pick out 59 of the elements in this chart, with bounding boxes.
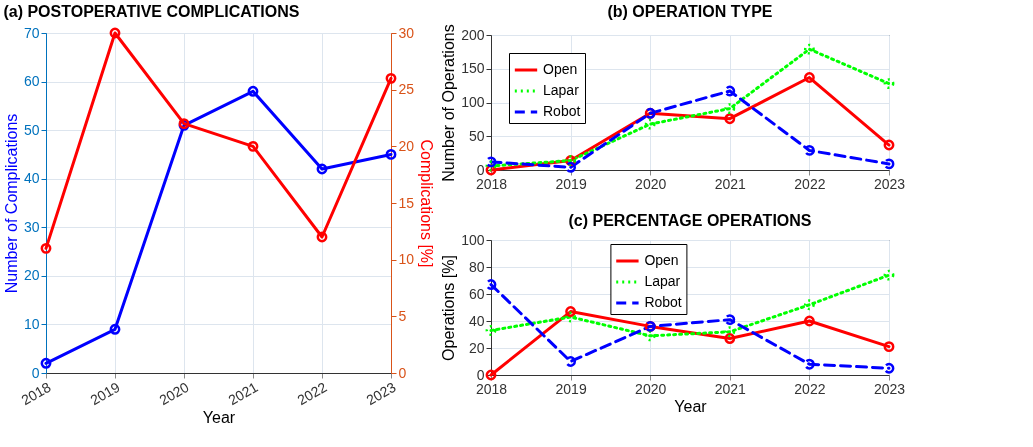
y-tick-label: 50 (468, 127, 485, 144)
legend-label: Robot (644, 294, 682, 310)
y-tick-label: 20 (23, 267, 40, 284)
x-axis-title: Year (202, 409, 236, 427)
x-tick-label: 2019 (555, 175, 587, 192)
x-tick-label: 2021 (714, 380, 747, 397)
y-tick-label: 20 (468, 339, 485, 356)
y-tick-label: 40 (468, 312, 485, 329)
y-axis-title: Number of Operations (440, 24, 458, 182)
y-axis-title: Number of Complications (2, 113, 20, 294)
y2-tick-label: 0 (398, 364, 407, 381)
y-axis-title: Operations [%] (440, 255, 458, 361)
legend-label: Open (543, 61, 578, 77)
y-tick-label: 60 (23, 73, 40, 90)
y2-tick-label: 20 (398, 137, 415, 154)
chart-title: (b) OPERATION TYPE (607, 2, 773, 20)
chart-title: (a) POSTOPERATIVE COMPLICATIONS (3, 2, 300, 20)
y-tick-label: 0 (476, 161, 485, 178)
legend-label: Robot (543, 103, 581, 119)
x-tick-label: 2022 (794, 175, 826, 192)
y-tick-label: 0 (476, 366, 485, 383)
y2-tick-label: 30 (398, 24, 415, 41)
y2-tick-label: 25 (398, 81, 415, 98)
y-tick-label: 30 (23, 218, 40, 235)
y-tick-label: 60 (468, 285, 485, 302)
x-tick-label: 2020 (156, 378, 192, 409)
x-tick-label: 2019 (87, 378, 123, 409)
y2-tick-label: 15 (398, 194, 415, 211)
x-tick-label: 2018 (475, 380, 508, 397)
x-tick-label: 2023 (363, 378, 399, 409)
y-tick-label: 50 (23, 121, 40, 138)
y-tick-label: 10 (23, 315, 40, 332)
y2-tick-label: 10 (398, 251, 415, 268)
y-tick-label: 70 (23, 24, 40, 41)
x-tick-label: 2023 (873, 380, 906, 397)
x-tick-label: 2023 (873, 175, 906, 192)
x-tick-label: 2022 (294, 378, 330, 409)
x-tick-label: 2018 (475, 175, 508, 192)
x-tick-label: 2020 (635, 380, 667, 397)
y2-axis-title: Complications [%] (418, 139, 436, 268)
y-tick-label: 0 (31, 364, 40, 381)
y-tick-label: 100 (461, 231, 485, 248)
y-tick-label: 150 (461, 60, 485, 77)
x-axis-title: Year (674, 397, 708, 415)
x-tick-label: 2022 (794, 380, 826, 397)
x-tick-label: 2020 (635, 175, 667, 192)
x-tick-label: 2019 (555, 380, 587, 397)
x-tick-label: 2021 (714, 175, 747, 192)
y2-tick-label: 5 (398, 307, 407, 324)
chart-title: (c) PERCENTAGE OPERATIONS (568, 212, 812, 229)
x-tick-label: 2018 (18, 378, 54, 409)
y-tick-label: 100 (461, 94, 485, 110)
x-tick-label: 2021 (225, 378, 261, 409)
y-tick-label: 80 (468, 258, 485, 275)
legend-label: Lapar (543, 82, 580, 98)
y-tick-label: 40 (23, 170, 40, 187)
legend-label: Lapar (644, 273, 681, 289)
y-tick-label: 200 (461, 26, 485, 43)
legend-label: Open (644, 252, 679, 268)
